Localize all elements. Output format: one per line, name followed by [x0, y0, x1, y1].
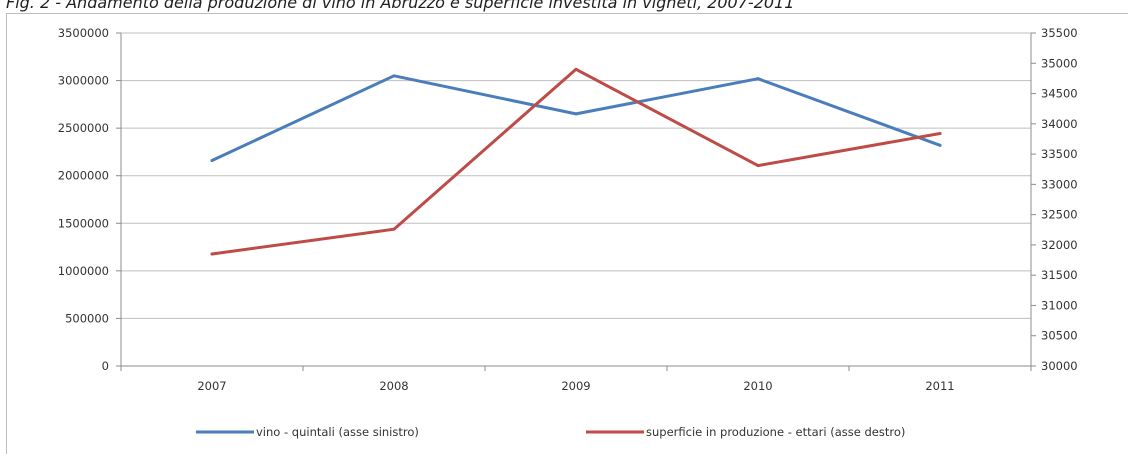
y-right-tick-label: 35500 — [1041, 26, 1078, 40]
series-line-1 — [210, 74, 942, 162]
y-right-tick-label: 31000 — [1041, 298, 1078, 312]
y-right-tick-label: 31500 — [1041, 268, 1078, 282]
y-right-tick-label: 34000 — [1041, 117, 1078, 131]
y-left-tick-label: 1000000 — [58, 264, 109, 278]
y-left-tick-label: 500000 — [65, 311, 109, 325]
series-1-point — [392, 74, 396, 78]
series-2-point — [392, 227, 396, 231]
series-2-point — [756, 164, 760, 168]
chart-frame — [6, 13, 1128, 454]
y-right-tick-label: 33000 — [1041, 177, 1078, 191]
series-1-point — [938, 143, 942, 147]
legend-label-1: vino - quintali (asse sinistro) — [256, 425, 419, 439]
y-left-tick-label: 0 — [102, 359, 109, 373]
y-right-tick-label: 32500 — [1041, 208, 1078, 222]
y-left-tick-label: 2000000 — [58, 169, 109, 183]
y-right-tick-label: 32000 — [1041, 238, 1078, 252]
series-2-point — [574, 67, 578, 71]
y-right-tick-label: 30000 — [1041, 359, 1078, 373]
x-tick-label: 2009 — [561, 379, 590, 393]
y-right-tick-label: 30500 — [1041, 329, 1078, 343]
y-right-tick-label: 35000 — [1041, 56, 1078, 70]
series-1-point — [756, 77, 760, 81]
y-left-tick-label: 1500000 — [58, 216, 109, 230]
x-tick-label: 2007 — [197, 379, 226, 393]
series-line-2 — [210, 67, 942, 256]
y-right-tick-label: 34500 — [1041, 87, 1078, 101]
x-tick-label: 2008 — [379, 379, 408, 393]
figure-caption: Fig. 2 - Andamento della produzione di v… — [6, 0, 795, 12]
series-2-point — [210, 252, 214, 256]
y-left-tick-label: 3000000 — [58, 74, 109, 88]
series-1-point — [210, 158, 214, 162]
series-1-point — [574, 112, 578, 116]
x-tick-label: 2011 — [925, 379, 954, 393]
series-2-point — [938, 132, 942, 136]
x-tick-label: 2010 — [743, 379, 772, 393]
y-left-tick-label: 2500000 — [58, 121, 109, 135]
y-left-tick-label: 3500000 — [58, 26, 109, 40]
legend-label-2: superficie in produzione - ettari (asse … — [646, 425, 905, 439]
y-right-tick-label: 33500 — [1041, 147, 1078, 161]
